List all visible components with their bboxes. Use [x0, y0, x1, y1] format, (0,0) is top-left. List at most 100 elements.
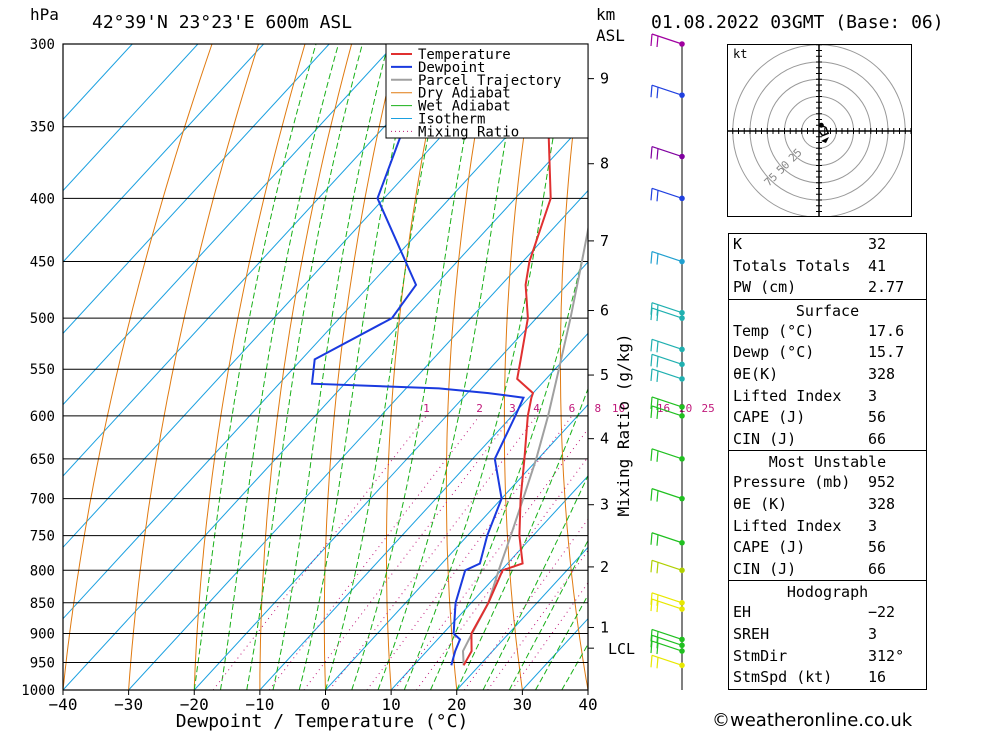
index-label: StmSpd (kt)	[733, 668, 833, 687]
index-label: SREH	[733, 624, 770, 643]
temperature-tick-label: −10	[245, 695, 274, 714]
box-title: Most Unstable	[768, 453, 887, 472]
location-label: 42°39'N 23°23'E 600m ASL	[92, 12, 352, 33]
wind-barb	[650, 302, 685, 316]
pressure-tick-label: 850	[30, 596, 55, 612]
isotherm-line	[128, 189, 588, 690]
pressure-tick-label: 900	[30, 626, 55, 642]
mixing-ratio-axis-title: Mixing Ratio (g/kg)	[614, 333, 633, 516]
wet-adiabat-line	[246, 44, 363, 690]
index-label: Dewp (°C)	[733, 343, 815, 362]
isotherm-line	[63, 44, 461, 477]
temperature-tick-label: 0	[321, 695, 331, 714]
pressure-tick-label: 550	[30, 362, 55, 378]
isotherm-line	[63, 44, 199, 192]
index-row: θE (K) 328	[729, 494, 926, 516]
wind-barb	[650, 396, 685, 410]
height-tick-label: 7	[600, 232, 609, 250]
height-tick-label: 1	[600, 618, 609, 636]
pressure-tick-label: 700	[30, 492, 55, 508]
legend-entry: Temperature	[418, 47, 511, 63]
index-row: StmDir 312°	[729, 646, 926, 668]
legend-entry: Dry Adiabat	[418, 86, 511, 102]
wind-barb	[650, 307, 685, 322]
isotherm-line	[63, 44, 527, 549]
storm-motion-arrow	[821, 137, 829, 143]
index-value: 3	[868, 516, 878, 535]
height-axis: 9 8 7 6 5 4 3 2 1 LCL	[588, 70, 635, 658]
pressure-tick-label: 1000	[21, 683, 55, 699]
temperature-tick-label: 40	[578, 695, 597, 714]
index-row: EH −22	[729, 602, 926, 624]
mixing-ratio-label: 3	[509, 402, 516, 415]
index-value: −22	[868, 603, 896, 622]
index-label: K	[733, 235, 743, 253]
height-tick-label: 4	[600, 430, 609, 448]
index-row: Lifted Index 3	[729, 386, 926, 408]
index-value: 16	[868, 668, 887, 687]
mixing-ratio-label: 1	[423, 402, 430, 415]
pressure-tick-label: 650	[30, 452, 55, 468]
index-row: PW (cm) 2.77	[729, 277, 926, 299]
plot-frame	[62, 43, 589, 691]
index-label: θE(K)	[733, 364, 779, 383]
wet-adiabat-line	[193, 44, 317, 690]
hodograph-panel: kt 25 50 75	[726, 38, 912, 224]
pressure-tick-label: 950	[30, 655, 55, 671]
index-row: Dewp (°C) 15.7	[729, 342, 926, 364]
index-value: 2.77	[868, 278, 905, 297]
index-row: CIN (J) 66	[729, 429, 926, 451]
index-label: Lifted Index	[733, 516, 842, 535]
mixing-ratio-label: 10	[612, 402, 625, 415]
wind-barb	[650, 353, 685, 368]
index-value: 15.7	[868, 343, 905, 362]
pressure-tick-label: 750	[30, 529, 55, 545]
temperature-tick-label: −30	[114, 695, 143, 714]
index-row: StmSpd (kt) 16	[729, 667, 926, 689]
wind-barb	[650, 187, 685, 202]
wet-adiabat-line	[430, 229, 588, 690]
lcl-label: LCL	[608, 640, 635, 658]
index-value: 328	[868, 494, 896, 513]
index-label: θE (K)	[733, 494, 788, 513]
index-row: Pressure (mb) 952	[729, 472, 926, 494]
wind-barb	[650, 145, 685, 160]
isotherm-line	[63, 47, 588, 620]
index-label: Totals Totals	[733, 256, 851, 275]
dry-adiabat-line	[667, 44, 719, 690]
most-unstable-box: Most Unstable Pressure (mb) 952 θE (K) 328 Li…	[728, 450, 927, 582]
isotherm-line	[63, 44, 396, 406]
legend-entry: Parcel Trajectory	[418, 73, 561, 89]
wind-barb	[650, 592, 685, 606]
datetime-label: 01.08.2022 03GMT (Base: 06)	[651, 12, 944, 33]
copyright-footer: ©weatheronline.co.uk	[712, 710, 913, 731]
pressure-tick-label: 450	[30, 255, 55, 271]
index-row: SREH 3	[729, 624, 926, 646]
isotherm-line	[63, 44, 330, 335]
index-row: CIN (J) 66	[729, 559, 926, 581]
mixing-ratio-label: 8	[594, 402, 601, 415]
index-label: CAPE (J)	[733, 538, 806, 557]
index-value: 3	[868, 624, 878, 643]
wind-barbs	[650, 33, 685, 669]
pressure-tick-label: 300	[30, 37, 55, 53]
temperature-tick-label: 20	[447, 695, 466, 714]
wind-barb	[650, 532, 685, 546]
index-value: 41	[868, 256, 887, 275]
temperature-tick-label: −20	[180, 695, 209, 714]
mixing-ratio-line	[268, 415, 480, 690]
index-row: CAPE (J) 56	[729, 407, 926, 429]
temperature-tick-label: 30	[513, 695, 532, 714]
index-label: Lifted Index	[733, 386, 842, 405]
isotherm-line	[259, 332, 588, 690]
hodograph-trace	[818, 122, 830, 143]
index-value: 56	[868, 538, 887, 557]
index-label: Temp (°C)	[733, 321, 815, 340]
index-value: 66	[868, 559, 887, 578]
temperature-tick-label: −40	[49, 695, 78, 714]
pressure-tick-label: 400	[30, 191, 55, 207]
mixing-ratio-labels: 1 2 3 4 6 8 10 16 20 25	[423, 402, 715, 415]
mixing-ratio-label: 4	[533, 402, 540, 415]
index-label: CIN (J)	[733, 559, 797, 578]
